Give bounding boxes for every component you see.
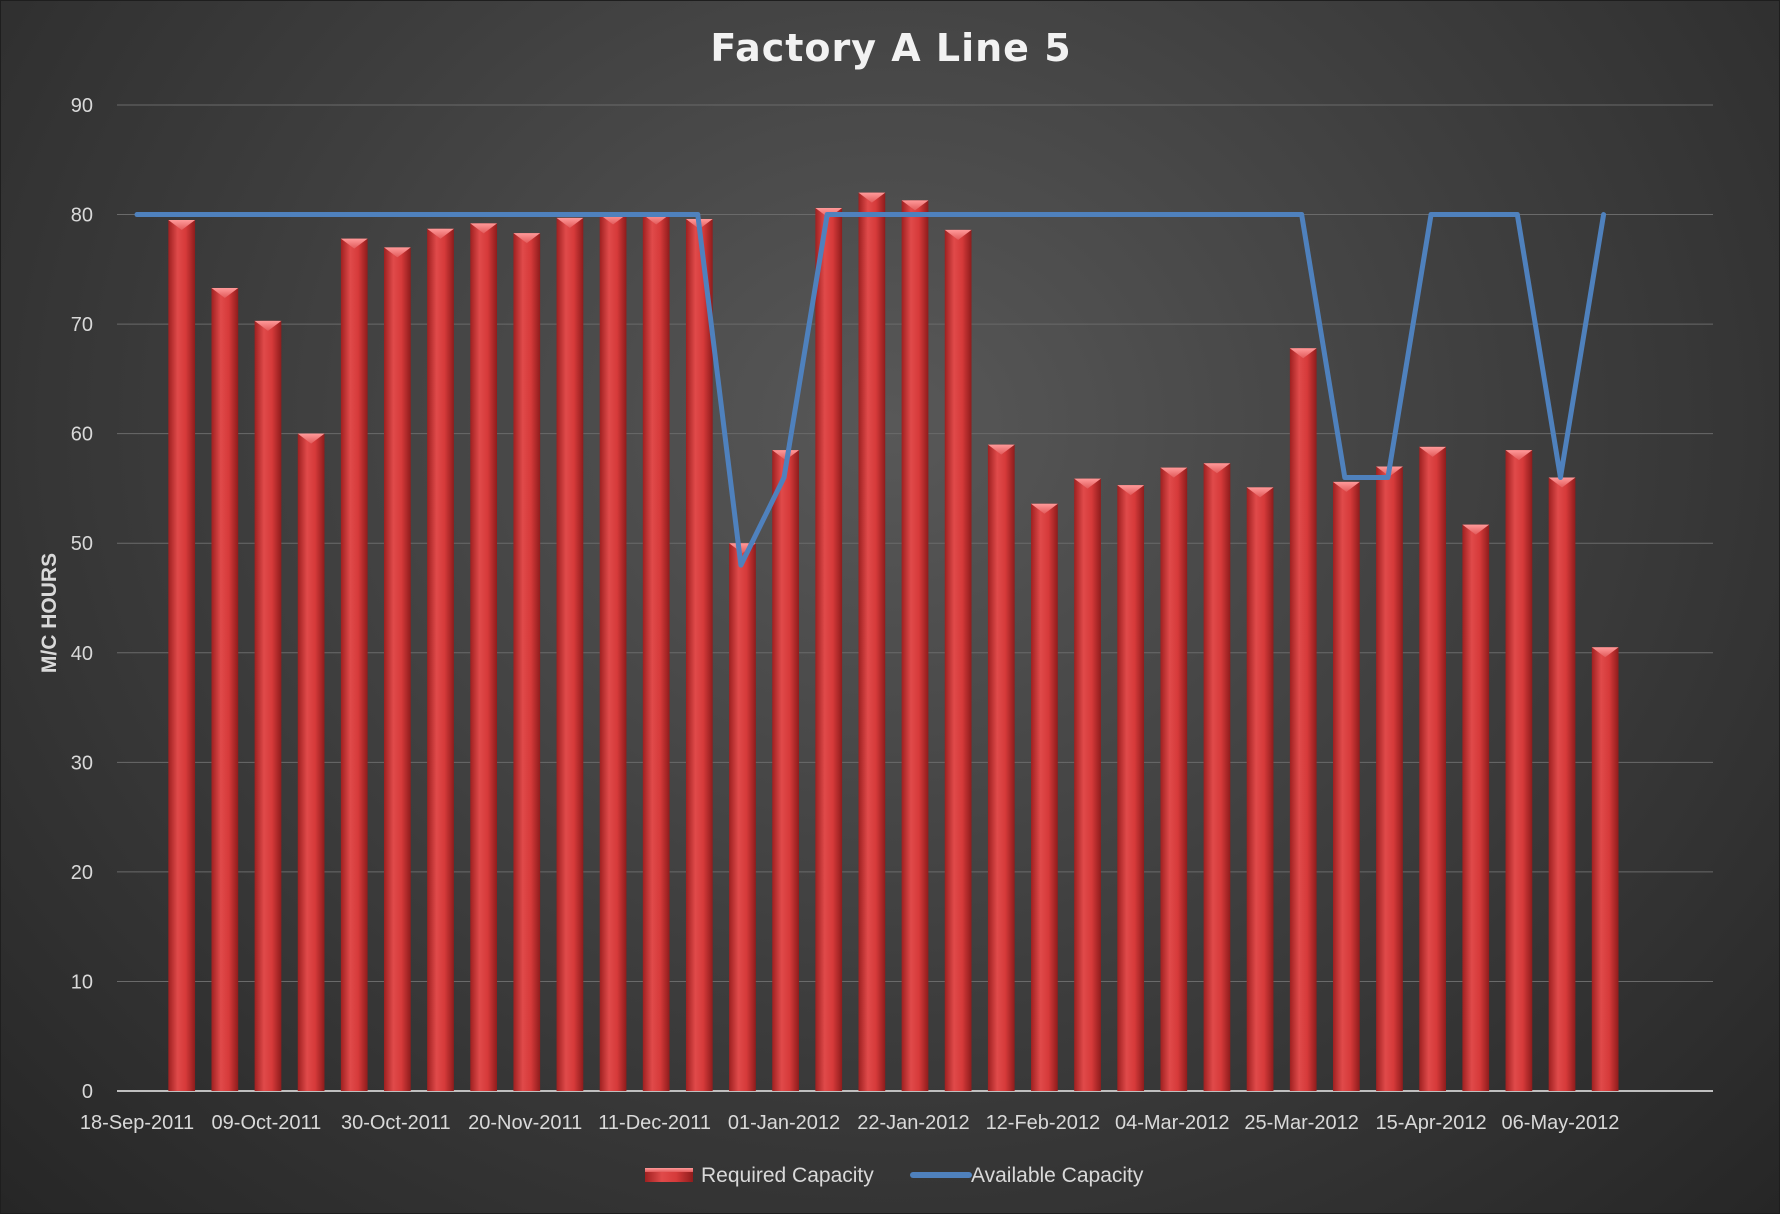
bar-required-29-Jan-2012 <box>944 229 972 1092</box>
bar-cap-15-Jan-2012 <box>858 192 886 203</box>
bar-required-25-Dec-2011 <box>729 543 756 1091</box>
bar-required-13-May-2012 <box>1591 647 1619 1091</box>
bar-required-08-Apr-2012 <box>1376 466 1403 1091</box>
bar-cap-05-Feb-2012 <box>987 444 1015 455</box>
y-tick-label: 50 <box>71 533 93 555</box>
chart-title: Factory A Line 5 <box>710 26 1071 70</box>
x-tick-label: 18-Sep-2011 <box>80 1112 194 1134</box>
y-axis-title: M/C HOURS <box>38 553 61 673</box>
bar-required-27-Nov-2011 <box>556 217 584 1091</box>
bar-cap-19-Feb-2012 <box>1074 478 1101 489</box>
x-tick-label: 06-May-2012 <box>1502 1112 1620 1134</box>
bar-required-30-Oct-2011 <box>384 247 411 1091</box>
x-tick-label: 22-Jan-2012 <box>857 1112 969 1134</box>
bar-required-02-Oct-2011 <box>211 287 239 1091</box>
bar-cap-16-Oct-2011 <box>297 433 325 444</box>
bar-cap-22-Jan-2012 <box>901 200 929 211</box>
legend-label-required: Required Capacity <box>701 1164 874 1187</box>
y-tick-label: 40 <box>71 643 93 665</box>
y-tick-label: 80 <box>71 205 93 227</box>
bar-cap-13-May-2012 <box>1591 647 1619 658</box>
bar-required-22-Jan-2012 <box>901 200 929 1091</box>
bar-cap-18-Mar-2012 <box>1246 487 1274 498</box>
bar-cap-26-Feb-2012 <box>1117 485 1145 496</box>
bar-cap-06-May-2012 <box>1548 477 1576 488</box>
bar-required-25-Sep-2011 <box>168 220 196 1092</box>
bar-cap-04-Mar-2012 <box>1160 467 1188 478</box>
x-tick-label: 09-Oct-2011 <box>212 1112 322 1134</box>
bar-required-06-May-2012 <box>1548 477 1576 1091</box>
bar-required-13-Nov-2011 <box>470 223 498 1091</box>
bar-required-20-Nov-2011 <box>513 233 541 1091</box>
bar-required-25-Mar-2012 <box>1289 348 1317 1091</box>
bar-cap-27-Nov-2011 <box>556 217 584 228</box>
bar-required-15-Jan-2012 <box>858 192 886 1092</box>
y-axis-ticks: 0 10 20 30 40 50 60 70 80 90 <box>71 95 93 1103</box>
bar-cap-29-Apr-2012 <box>1505 450 1533 461</box>
legend-label-available: Available Capacity <box>971 1164 1144 1187</box>
bar-required-19-Feb-2012 <box>1074 478 1101 1091</box>
y-tick-label: 20 <box>71 862 93 884</box>
bar-cap-01-Apr-2012 <box>1332 481 1360 492</box>
y-tick-label: 60 <box>71 424 93 446</box>
legend-item-required[interactable]: Required Capacity <box>645 1164 874 1187</box>
bar-cap-11-Mar-2012 <box>1203 463 1231 474</box>
bar-required-01-Apr-2012 <box>1332 481 1360 1092</box>
bar-required-29-Apr-2012 <box>1505 450 1533 1092</box>
x-tick-label: 15-Apr-2012 <box>1375 1112 1486 1134</box>
bar-cap-30-Oct-2011 <box>384 247 411 258</box>
y-tick-label: 70 <box>71 314 93 336</box>
bar-required-18-Mar-2012 <box>1246 487 1274 1091</box>
bar-cap-20-Nov-2011 <box>513 233 541 244</box>
x-axis-ticks: 18-Sep-2011 09-Oct-2011 30-Oct-2011 20-Nov-… <box>80 1112 1619 1134</box>
legend-item-available[interactable]: Available Capacity <box>910 1164 1144 1187</box>
y-tick-label: 10 <box>71 971 93 993</box>
bar-cap-23-Oct-2011 <box>340 238 368 249</box>
bar-cap-09-Oct-2011 <box>254 320 282 331</box>
bar-cap-25-Sep-2011 <box>168 220 196 231</box>
x-tick-label: 04-Mar-2012 <box>1115 1112 1230 1134</box>
legend: Required Capacity Available Capacity <box>645 1164 1144 1187</box>
x-tick-label: 12-Feb-2012 <box>986 1112 1101 1134</box>
bar-required-26-Feb-2012 <box>1117 485 1145 1091</box>
y-tick-label: 0 <box>82 1081 93 1103</box>
x-tick-label: 30-Oct-2011 <box>341 1112 451 1134</box>
bar-required-04-Mar-2012 <box>1160 467 1188 1091</box>
bar-required-16-Oct-2011 <box>297 433 325 1092</box>
bar-required-23-Oct-2011 <box>340 238 368 1091</box>
bar-cap-12-Feb-2012 <box>1031 503 1058 514</box>
bar-cap-22-Apr-2012 <box>1462 524 1490 535</box>
bar-required-06-Nov-2011 <box>427 228 454 1091</box>
x-tick-label: 11-Dec-2011 <box>598 1112 711 1134</box>
bar-required-15-Apr-2012 <box>1419 446 1446 1091</box>
y-tick-label: 90 <box>71 95 93 117</box>
bar-required-12-Feb-2012 <box>1031 503 1058 1091</box>
bar-cap-15-Apr-2012 <box>1419 446 1446 457</box>
required-capacity-bars <box>168 192 1619 1092</box>
bar-required-05-Feb-2012 <box>987 444 1015 1092</box>
bar-required-04-Dec-2011 <box>599 214 627 1092</box>
legend-swatch-required-cap <box>645 1168 693 1172</box>
x-tick-label: 25-Mar-2012 <box>1244 1112 1359 1134</box>
bar-required-08-Jan-2012 <box>815 207 843 1091</box>
bar-cap-06-Nov-2011 <box>427 228 454 239</box>
x-tick-label: 01-Jan-2012 <box>728 1112 840 1134</box>
y-tick-label: 30 <box>71 752 93 774</box>
bar-cap-13-Nov-2011 <box>470 223 498 234</box>
bar-required-11-Mar-2012 <box>1203 463 1231 1091</box>
line-available-capacity <box>134 212 1607 568</box>
available-capacity-line <box>134 212 1607 568</box>
x-tick-label: 20-Nov-2011 <box>468 1112 582 1134</box>
bar-required-18-Dec-2011 <box>685 218 713 1092</box>
bar-cap-29-Jan-2012 <box>944 229 972 240</box>
bar-cap-25-Mar-2012 <box>1289 348 1317 359</box>
bar-cap-02-Oct-2011 <box>211 287 239 298</box>
bar-required-11-Dec-2011 <box>642 214 670 1092</box>
bar-required-22-Apr-2012 <box>1462 524 1490 1091</box>
bar-required-01-Jan-2012 <box>772 450 799 1092</box>
bar-required-09-Oct-2011 <box>254 320 282 1091</box>
